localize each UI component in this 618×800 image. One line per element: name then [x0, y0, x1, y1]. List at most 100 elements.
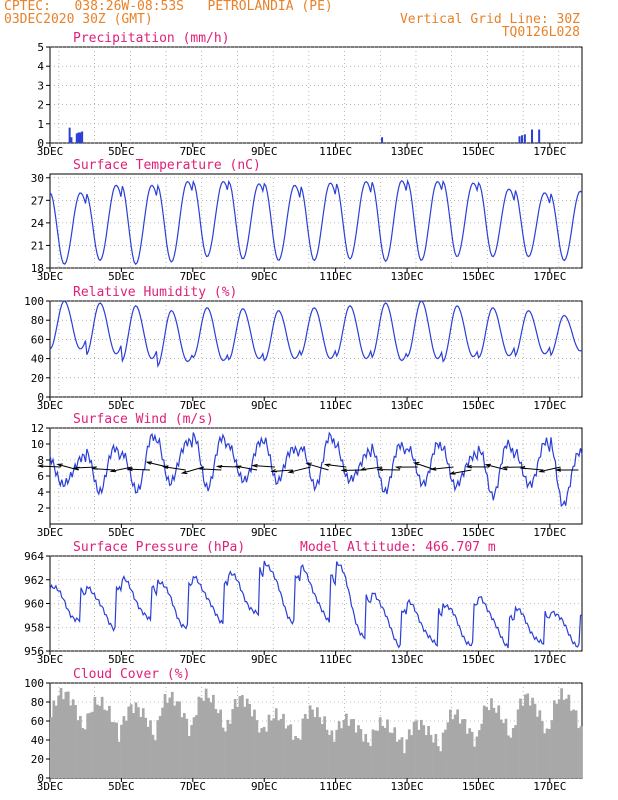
cloud-bar: [381, 725, 385, 778]
cloud-bar: [178, 701, 181, 778]
wind-vector-head: [449, 471, 456, 475]
cloud-bar: [59, 688, 63, 778]
wind-vector-head: [91, 466, 98, 470]
cloud-bar: [364, 734, 368, 778]
cloud-bar: [248, 704, 252, 778]
cloud-bar: [332, 741, 336, 778]
wind-vector-head: [554, 468, 562, 472]
humidity-series-line: [49, 300, 583, 368]
cloud-bar: [311, 709, 314, 778]
cloud-bar: [50, 717, 53, 778]
humidity-ytick-label: 0: [37, 391, 44, 404]
cloud-bar: [407, 729, 411, 778]
cloud-bar: [390, 732, 394, 778]
cloud-bar: [161, 707, 164, 778]
wind-vector: [325, 463, 347, 468]
cloud-bar: [301, 718, 305, 778]
temperature-xtick-label: 5DEC: [108, 270, 135, 283]
cloud-bar: [216, 713, 220, 778]
humidity-ytick-label: 20: [31, 372, 44, 385]
cloud-bar: [168, 697, 172, 778]
cloud-bar: [255, 720, 259, 778]
cloud-bar: [378, 717, 382, 778]
cloud-bar: [226, 719, 230, 778]
cloud-bar: [112, 722, 116, 778]
panel-precipitation: 0 1 2 3 4 5 3DEC 5DEC 7DEC 9DEC 11DEC 13DEC 15DEC 17D…: [37, 31, 583, 158]
wind-vector: [485, 464, 508, 471]
cloud-bar: [478, 730, 481, 778]
cloud-bar: [86, 713, 89, 778]
wind-vector-head: [36, 464, 44, 468]
humidity-ytick-label: 80: [31, 314, 44, 327]
cloud-bar: [480, 723, 484, 778]
wind-vector-head: [287, 470, 295, 474]
precip-bar: [538, 129, 541, 143]
cloud-bar: [328, 734, 331, 778]
cloud-bar: [533, 703, 537, 778]
cloud-bar: [245, 698, 249, 778]
cloud-bar: [545, 728, 549, 778]
precip-bar: [381, 137, 384, 143]
cloud-bar: [175, 701, 179, 778]
humidity-xtick-label: 17DEC: [533, 399, 566, 412]
cloud-bar: [572, 709, 576, 778]
cloud-bar: [456, 709, 459, 778]
wind-xtick-label: 7DEC: [180, 526, 207, 539]
cloud-bar: [376, 730, 380, 778]
cloud-xtick-label: 9DEC: [251, 780, 278, 793]
cloud-bar: [388, 732, 392, 778]
cloud-bar: [79, 715, 82, 778]
wind-vector: [57, 463, 79, 471]
cloud-bar: [66, 691, 70, 778]
wind-vector: [431, 466, 454, 470]
cloud-bar: [422, 725, 426, 778]
precipitation-xtick-label: 11DEC: [319, 145, 352, 158]
cloud-bar: [410, 735, 414, 778]
cloud-xtick-label: 11DEC: [319, 780, 352, 793]
cloud-bar: [144, 717, 148, 778]
wind-xtick-label: 3DEC: [37, 526, 64, 539]
cloud-bar: [316, 707, 319, 778]
precipitation-xtick-label: 13DEC: [390, 145, 423, 158]
temperature-ytick-label: 27: [31, 194, 44, 207]
wind-vector-head: [519, 465, 526, 470]
cloud-bar: [359, 729, 363, 778]
cloud-bar: [120, 724, 123, 778]
cloud-bar: [519, 698, 522, 778]
precip-bar: [81, 131, 84, 143]
wind-vector-head: [198, 466, 206, 470]
cloud-bar: [173, 705, 177, 778]
wind-vector-head: [251, 463, 258, 468]
cloud-bar: [228, 723, 232, 778]
cloud-bar: [141, 708, 145, 778]
cloud-bar: [221, 727, 225, 778]
cloud-bar: [137, 707, 140, 778]
cloud-bar: [279, 718, 283, 778]
wind-xtick-label: 9DEC: [251, 526, 278, 539]
humidity-xtick-label: 11DEC: [319, 399, 352, 412]
cloud-bar: [354, 732, 358, 778]
cloud-bar: [511, 727, 515, 778]
cloud-bar: [487, 710, 491, 778]
cloud-bar: [139, 717, 143, 778]
wind-xtick-label: 13DEC: [390, 526, 423, 539]
cloud-bar: [415, 720, 418, 778]
cloud-bar: [543, 733, 547, 778]
cloud-bar: [345, 713, 348, 778]
wind-vector-head: [145, 461, 153, 465]
cloud-bar: [284, 728, 288, 778]
cloud-bar: [552, 700, 556, 778]
cloud-bar: [197, 696, 201, 778]
cloud-bar: [560, 688, 563, 778]
cloud-bar: [124, 720, 128, 778]
wind-vector-head: [234, 465, 242, 469]
humidity-ytick-label: 100: [24, 295, 44, 308]
temperature-series-line: [49, 178, 583, 266]
precipitation-xtick-label: 3DEC: [37, 145, 64, 158]
cloud-bar: [323, 716, 326, 778]
cloud-bar: [444, 729, 447, 778]
cloud-bar: [243, 706, 247, 778]
panel-cloud: 0 20 40 60 80 100 3DEC 5DEC 7DEC 9DEC 11DEC 13DEC 15…: [24, 667, 583, 793]
wind-xtick-label: 15DEC: [462, 526, 495, 539]
cloud-bar: [62, 699, 65, 778]
